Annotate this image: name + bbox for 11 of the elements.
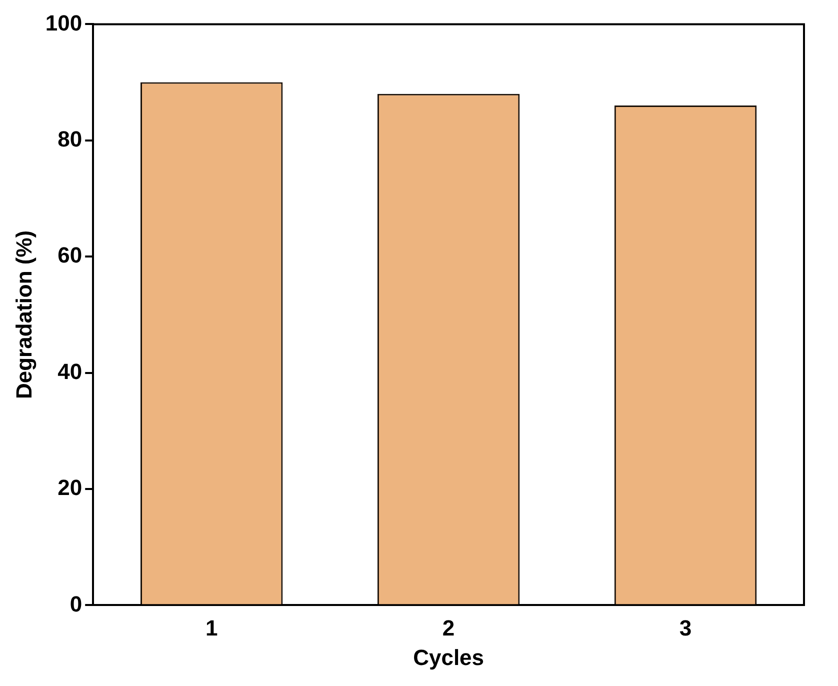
y-tick-label: 0 [70, 591, 82, 616]
y-axis-title: Degradation (%) [11, 230, 36, 400]
y-tick-label: 80 [58, 126, 82, 152]
y-tick-label: 100 [45, 10, 82, 36]
y-tick-label: 40 [58, 358, 82, 384]
y-tick-label: 60 [58, 242, 82, 268]
y-tick-label: 20 [58, 475, 82, 500]
x-tick-label: 2 [442, 615, 455, 640]
x-tick-label: 3 [679, 615, 692, 640]
x-axis-title: Cycles [413, 644, 484, 670]
x-tick-label: 1 [205, 615, 218, 640]
